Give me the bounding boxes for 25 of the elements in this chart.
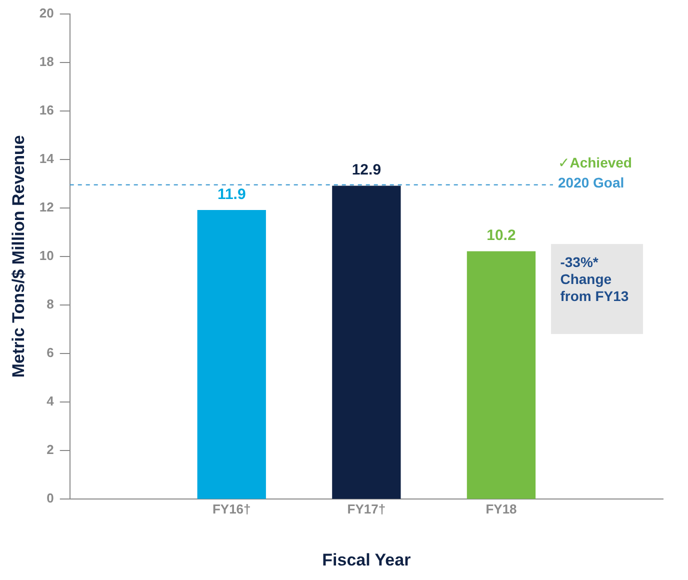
ref-line-label: 2020 Goal [558,174,624,191]
y-tick-label: 0 [46,490,54,506]
y-tick-label: 20 [39,5,54,20]
y-tick-label: 14 [39,150,55,166]
bar [466,251,536,499]
y-tick-label: 16 [39,102,54,118]
y-tick-label: 4 [46,394,55,409]
annotation: ✓Achieved [558,154,632,171]
y-tick-label: 2 [46,442,54,458]
data-label: 10.2 [486,227,516,244]
y-tick-label: 12 [39,199,54,214]
y-tick-label: 8 [46,296,54,312]
bar [332,186,401,499]
x-tick-label: FY16† [212,501,251,516]
x-tick-label: FY17† [347,501,386,516]
y-axis-title: Metric Tons/$ Million Revenue [8,135,28,378]
y-tick-label: 18 [39,54,54,69]
bar [197,210,266,499]
data-label: 11.9 [217,186,246,203]
y-tick-label: 10 [39,248,54,263]
note-box: -33%* Change from FY13 [551,244,644,334]
x-tick-label: FY18 [486,501,517,516]
x-axis-title: Fiscal Year [322,550,412,570]
y-tick-label: 6 [46,345,54,360]
data-label: 12.9 [352,162,382,179]
